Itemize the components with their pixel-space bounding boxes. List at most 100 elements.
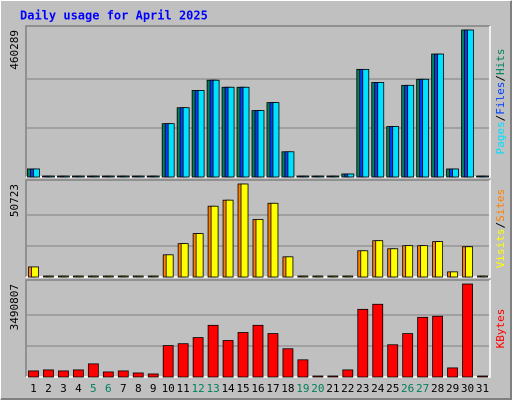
- x-tick-label: 16: [251, 382, 264, 395]
- bar: [480, 275, 488, 278]
- bar: [330, 275, 339, 278]
- bar: [317, 175, 325, 178]
- bar: [345, 275, 354, 278]
- bar: [300, 275, 309, 278]
- bar: [375, 240, 384, 278]
- bar: [312, 375, 324, 378]
- bar: [297, 359, 309, 378]
- legend: KBytes: [494, 309, 507, 349]
- legend-separator: /: [494, 115, 507, 122]
- bar: [48, 175, 55, 178]
- bar: [390, 248, 399, 278]
- x-tick-label: 20: [311, 382, 324, 395]
- bar: [33, 168, 40, 178]
- bar: [237, 332, 249, 378]
- y-tick-label: 3490807: [8, 284, 21, 330]
- bar: [227, 86, 235, 178]
- bar: [180, 243, 189, 278]
- bar: [147, 373, 159, 378]
- bar: [72, 369, 84, 378]
- x-tick-label: 26: [401, 382, 414, 395]
- bar: [77, 175, 85, 178]
- bar: [120, 275, 129, 278]
- legend-separator: /: [494, 222, 507, 229]
- bar: [31, 266, 39, 278]
- bar: [435, 241, 444, 278]
- bar: [387, 344, 399, 378]
- bar: [360, 250, 369, 278]
- bar: [122, 175, 130, 178]
- x-tick-label: 7: [120, 382, 127, 395]
- plot-border-dark: [25, 179, 490, 277]
- bar: [197, 90, 205, 178]
- bar: [210, 205, 219, 278]
- bar: [467, 29, 474, 178]
- legend-entry: Hits: [494, 49, 507, 76]
- bar: [477, 375, 488, 378]
- x-tick-label: 23: [356, 382, 369, 395]
- bar: [195, 233, 204, 278]
- bar: [207, 324, 219, 378]
- bar: [450, 271, 458, 278]
- bar: [87, 363, 99, 378]
- bar: [242, 86, 250, 178]
- bar: [270, 202, 279, 278]
- bar: [28, 370, 39, 378]
- bar: [452, 168, 459, 178]
- x-tick-label: 19: [296, 382, 309, 395]
- bar: [252, 324, 264, 378]
- bar: [255, 219, 264, 278]
- legend: Visits/Sites: [494, 189, 507, 269]
- x-tick-label: 28: [431, 382, 444, 395]
- chart-title: Daily usage for April 2025: [20, 9, 208, 23]
- x-tick-label: 22: [341, 382, 354, 395]
- bar: [63, 175, 70, 178]
- bar: [257, 110, 265, 178]
- bar: [167, 123, 175, 178]
- legend-entry: Files: [494, 82, 507, 115]
- bar: [327, 375, 339, 378]
- legend-entry: KBytes: [494, 309, 507, 349]
- bar: [342, 369, 354, 378]
- x-tick-label: 12: [192, 382, 205, 395]
- bar: [332, 175, 340, 178]
- bar: [137, 175, 145, 178]
- plot-border-dark: [25, 279, 490, 377]
- x-tick-label: 17: [266, 382, 279, 395]
- x-tick-label: 9: [150, 382, 157, 395]
- bar: [482, 175, 489, 178]
- bar: [212, 79, 220, 178]
- bar: [422, 78, 430, 178]
- x-tick-label: 24: [371, 382, 385, 395]
- bar: [285, 256, 294, 278]
- x-tick-label: 8: [135, 382, 142, 395]
- x-tick-label: 30: [461, 382, 474, 395]
- x-tick-label: 31: [476, 382, 489, 395]
- x-tick-label: 2: [45, 382, 52, 395]
- x-tick-label: 6: [105, 382, 112, 395]
- bar: [282, 348, 294, 378]
- bar: [162, 345, 174, 378]
- x-tick-label: 18: [281, 382, 294, 395]
- bar: [132, 372, 144, 378]
- x-tick-label: 25: [386, 382, 399, 395]
- bar: [437, 53, 445, 178]
- x-tick-label: 13: [206, 382, 219, 395]
- x-tick-label: 21: [326, 382, 339, 395]
- bar: [447, 367, 458, 378]
- bar: [407, 84, 415, 178]
- bar: [465, 246, 473, 278]
- bar: [377, 82, 385, 178]
- x-tick-label: 3: [60, 382, 67, 395]
- bar: [107, 175, 115, 178]
- x-tick-label: 27: [416, 382, 429, 395]
- bar: [75, 275, 84, 278]
- x-tick-label: 10: [162, 382, 175, 395]
- bar: [117, 370, 129, 378]
- bar: [362, 68, 370, 178]
- bar: [402, 333, 414, 378]
- bar: [392, 126, 400, 178]
- bar: [225, 199, 234, 278]
- bar: [43, 369, 54, 378]
